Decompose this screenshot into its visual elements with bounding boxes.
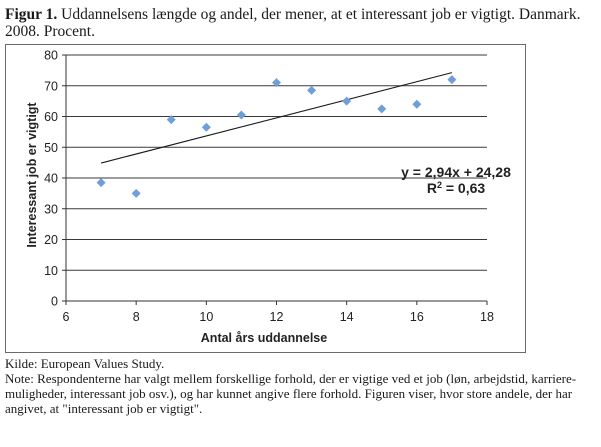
method-note: Note: Respondenterne har valgt mellem fo…: [5, 371, 577, 416]
y-tick-label-70: 70: [44, 79, 58, 93]
data-point-10: [201, 122, 211, 132]
y-tick-labels: 0 10 20 30 40 50 60 70 80: [44, 49, 58, 309]
y-tick-label-60: 60: [44, 110, 58, 124]
source-note: Kilde: European Values Study.: [5, 356, 165, 371]
scatter-chart: 0 10 20 30 40 50 60 70 80 6 8 10 12 14 16 18 Antal års…: [25, 49, 511, 346]
x-tick-label-6: 6: [63, 310, 70, 324]
y-tick-label-20: 20: [44, 233, 58, 247]
trendline-line: [100, 72, 453, 164]
data-point-13: [307, 85, 317, 95]
gridlines: [66, 54, 487, 271]
x-tick-label-18: 18: [480, 310, 494, 324]
figure-caption: Figur 1. Uddannelsens længde og andel, d…: [5, 6, 595, 40]
r-squared-prefix: R: [427, 180, 437, 196]
x-tick-label-14: 14: [340, 310, 354, 324]
y-axis-title: Interessant job er vigtigt: [25, 102, 39, 248]
data-point-14: [342, 96, 352, 106]
data-points: [96, 75, 457, 198]
figure-notes: Kilde: European Values Study. Note: Resp…: [5, 356, 597, 416]
y-tick-label-30: 30: [44, 202, 58, 216]
chart-frame: 0 10 20 30 40 50 60 70 80 6 8 10 12 14 16 18 Antal års…: [5, 44, 526, 353]
x-tick-label-8: 8: [133, 310, 140, 324]
y-tick-label-80: 80: [44, 49, 58, 63]
y-tick-label-50: 50: [44, 141, 58, 155]
data-point-8: [131, 188, 141, 198]
data-point-9: [166, 115, 176, 125]
figure-label: Figur 1.: [5, 6, 58, 23]
y-tick-label-0: 0: [51, 295, 58, 309]
x-tick-label-16: 16: [410, 310, 424, 324]
x-tick-labels: 6 8 10 12 14 16 18: [63, 310, 494, 324]
data-point-16: [412, 99, 422, 109]
y-tick-label-10: 10: [44, 264, 58, 278]
data-point-12: [272, 78, 281, 88]
figure-title: Uddannelsens længde og andel, der mener,…: [5, 6, 581, 40]
x-tick-label-12: 12: [270, 310, 284, 324]
r-squared-value: = 0,63: [442, 180, 485, 196]
r-squared-superscript: 2: [437, 180, 442, 190]
data-point-11: [236, 110, 246, 120]
x-tick-label-10: 10: [199, 310, 213, 324]
y-tick-label-40: 40: [44, 172, 58, 186]
trendline: [100, 72, 453, 164]
data-point-15: [377, 104, 387, 114]
axes: [62, 54, 488, 305]
data-point-7: [96, 178, 106, 188]
trendline-equation: y = 2,94x + 24,28: [401, 164, 511, 180]
data-point-17: [447, 75, 457, 85]
x-axis-title: Antal års uddannelse: [201, 331, 327, 345]
r-squared-label: R2 = 0,63: [427, 180, 486, 196]
